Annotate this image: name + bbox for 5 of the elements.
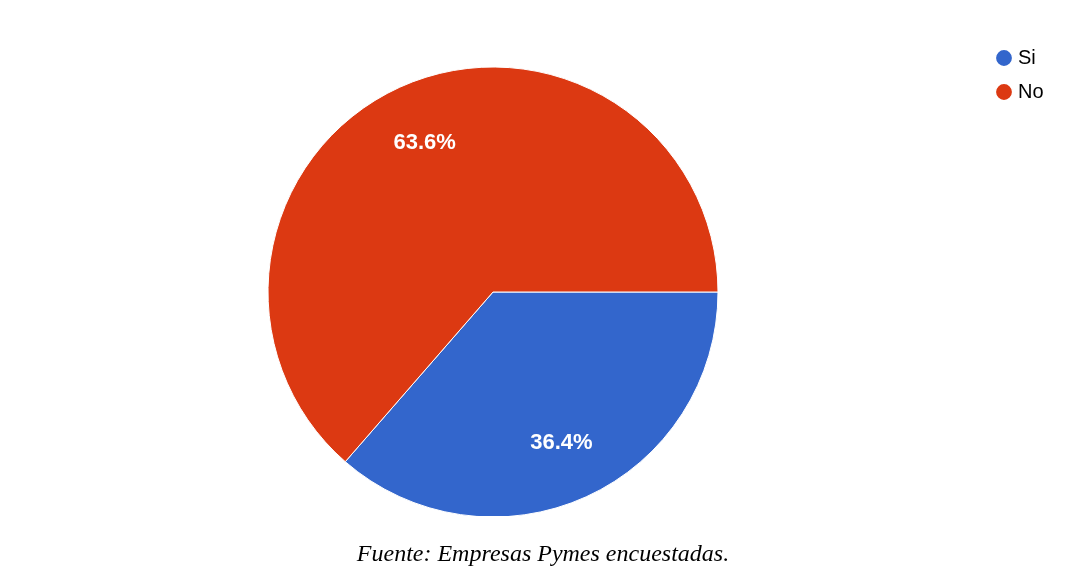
source-note: Fuente: Empresas Pymes encuestadas.: [355, 540, 731, 567]
data-label: 36.4%: [530, 429, 593, 455]
data-label: 63.6%: [393, 128, 456, 154]
legend-label: Si: [1018, 46, 1036, 68]
legend-label: No: [1018, 80, 1044, 102]
